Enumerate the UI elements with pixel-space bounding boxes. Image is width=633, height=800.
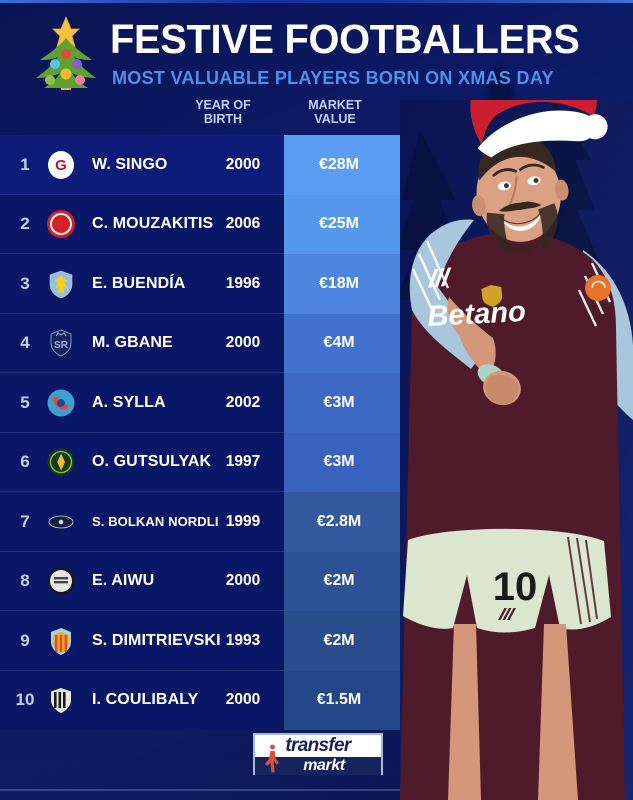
svg-text:10: 10	[493, 565, 538, 609]
svg-text:SR: SR	[54, 340, 69, 351]
svg-text:G: G	[55, 157, 67, 174]
svg-text:Betano: Betano	[427, 296, 527, 333]
